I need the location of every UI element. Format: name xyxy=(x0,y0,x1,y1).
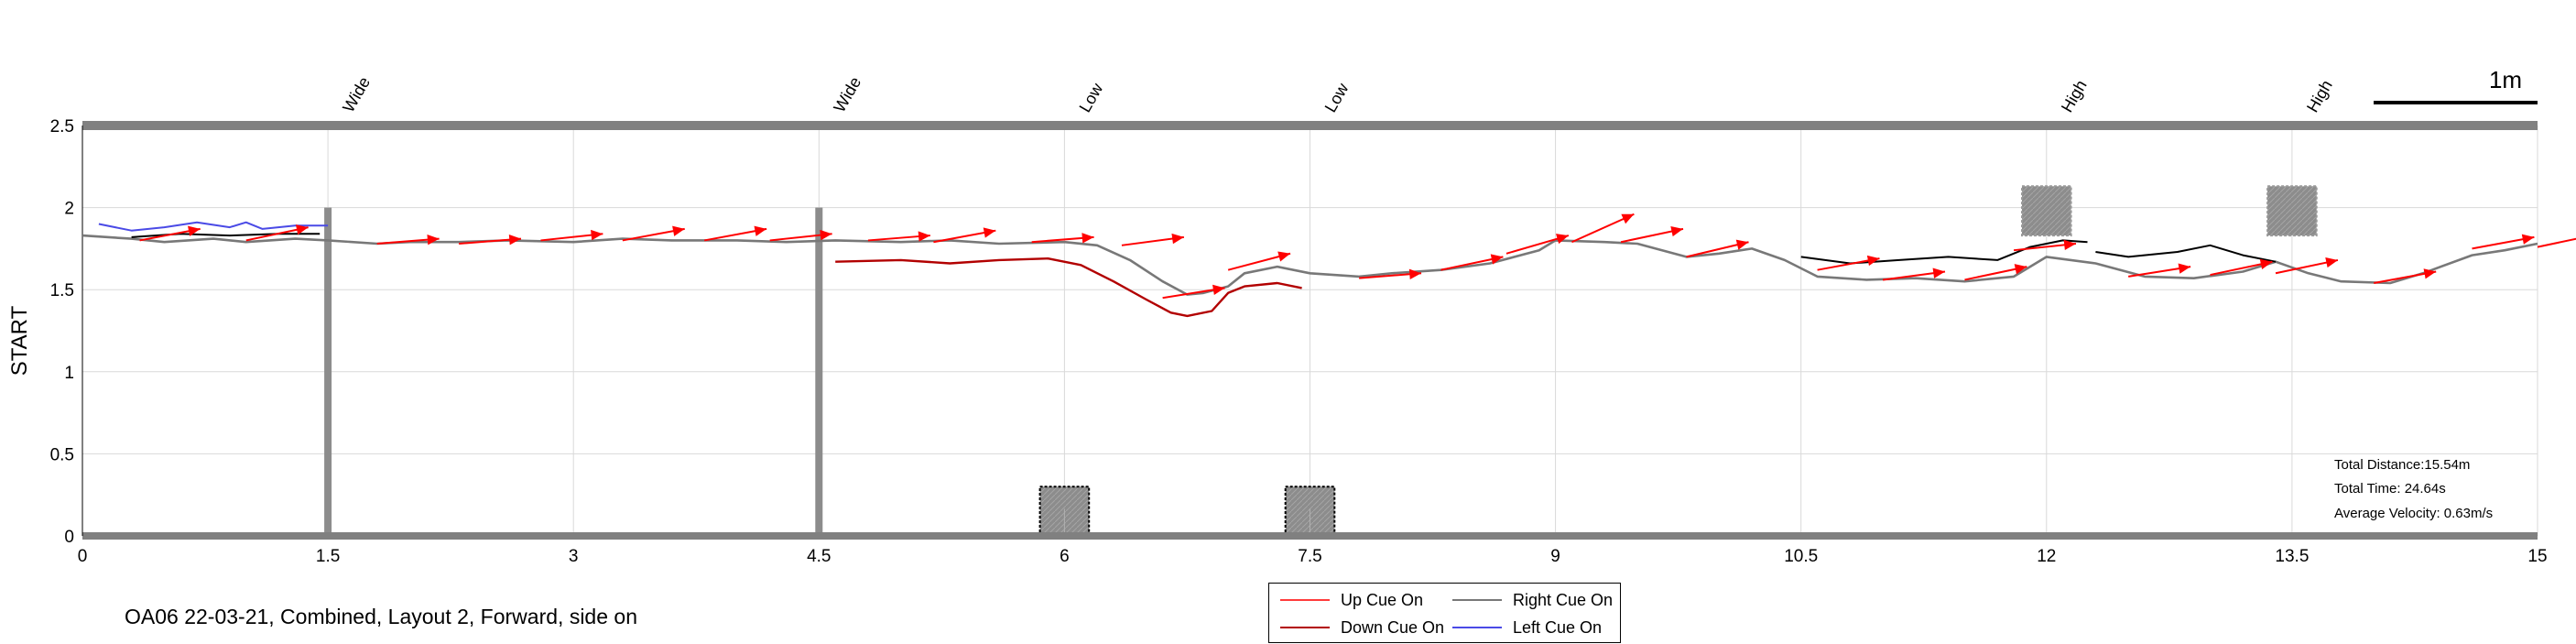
legend-label-up-cue: Up Cue On xyxy=(1341,590,1424,609)
cue-arrow-head xyxy=(1866,255,1880,267)
cue-arrow-head xyxy=(188,225,201,236)
x-tick-label: 4.5 xyxy=(807,547,831,566)
obstacle-label: High xyxy=(2058,77,2091,115)
x-tick-label: 7.5 xyxy=(1298,547,1321,566)
x-tick-label: 12 xyxy=(2037,547,2056,566)
obstacle-label: Low xyxy=(1321,80,1353,115)
bottom-boundary-bar xyxy=(82,532,2538,540)
cue-arrow-head xyxy=(2521,234,2535,245)
x-tick-label: 15 xyxy=(2527,547,2547,566)
y-tick-label: 0.5 xyxy=(50,445,74,464)
obstacle-label: Wide xyxy=(339,73,374,115)
cue-arrow-head xyxy=(2423,268,2437,279)
scale-bar: 1m xyxy=(2374,66,2538,104)
cue-arrow-head xyxy=(1556,234,1569,245)
legend-entry-up-cue: Up Cue On xyxy=(1280,588,1423,612)
cue-arrow-head xyxy=(591,229,603,241)
x-tick-label: 13.5 xyxy=(2275,547,2309,566)
series-line-up-cue-of xyxy=(2095,244,2277,263)
legend-label-left-cue: Left Cue On xyxy=(1513,617,1603,637)
series-line-down-cue-on xyxy=(835,257,1302,318)
cue-arrow-head xyxy=(2063,239,2076,251)
high-obstacle xyxy=(2266,185,2318,237)
cue-arrow-head xyxy=(820,229,832,241)
y-tick-label: 2 xyxy=(64,200,74,219)
cue-arrow xyxy=(2537,237,2576,248)
high-obstacle xyxy=(2020,185,2072,237)
legend-swatch-left-cue xyxy=(1452,627,1502,628)
cue-arrow-head xyxy=(1621,213,1635,224)
cue-arrows xyxy=(139,213,2576,300)
legend-swatch-right-cue xyxy=(1452,599,1502,601)
cue-arrow-head xyxy=(2325,257,2338,268)
total-distance: Total Distance:15.54m xyxy=(2334,457,2470,473)
cue-arrow-head xyxy=(295,224,309,235)
cue-arrow-head xyxy=(427,234,440,246)
legend-swatch-down-cue xyxy=(1280,627,1330,628)
tick-labels: 0 1.5 3 4.5 6 7.5 9 10.5 12 13.5 15 0 0.5 1 1.5 2 2.5 xyxy=(50,117,2548,566)
cue-arrow-head xyxy=(1277,251,1291,262)
obstacle-label: Low xyxy=(1076,80,1107,115)
cue-arrow-head xyxy=(2259,258,2273,269)
obstacle-label: High xyxy=(2303,77,2336,115)
x-tick-label: 0 xyxy=(78,547,88,566)
y-tick-label: 2.5 xyxy=(50,117,74,136)
obstacle-labels: Wide Wide Low Low High High xyxy=(339,73,2336,115)
cue-arrow-head xyxy=(508,234,522,246)
wide-obstacle xyxy=(815,207,823,536)
chart-caption: OA06 22-03-21, Combined, Layout 2, Forwa… xyxy=(125,605,637,628)
obstacles xyxy=(324,185,2318,537)
legend-entry-left-cue: Left Cue On xyxy=(1452,616,1602,639)
cue-arrow-head xyxy=(2178,263,2191,274)
top-boundary-bar xyxy=(82,121,2538,130)
wide-obstacle xyxy=(324,207,332,536)
plot-frame xyxy=(82,121,2538,540)
cue-arrow-head xyxy=(1081,233,1094,244)
x-tick-label: 9 xyxy=(1550,547,1560,566)
cue-arrow-head xyxy=(672,225,685,236)
y-tick-label: 1.5 xyxy=(50,281,74,300)
cue-arrow-head xyxy=(1735,239,1749,250)
legend: Up Cue On Right Cue On Down Cue On Left … xyxy=(1268,583,1621,643)
cue-arrow-head xyxy=(1408,268,1422,279)
cue-arrow-head xyxy=(1670,225,1684,237)
cue-arrow-head xyxy=(1171,233,1184,245)
y-tick-label: 0 xyxy=(64,528,74,547)
cue-arrow-head xyxy=(983,227,996,238)
y-axis-label: START xyxy=(7,305,32,376)
x-tick-label: 6 xyxy=(1060,547,1070,566)
cue-arrow-head xyxy=(754,225,767,236)
total-time: Total Time: 24.64s xyxy=(2334,481,2446,497)
cue-arrow-head xyxy=(1932,267,1945,278)
grid xyxy=(82,125,2538,537)
average-velocity: Average Velocity: 0.63m/s xyxy=(2334,506,2493,521)
cue-arrow-head xyxy=(1212,284,1225,296)
x-tick-label: 1.5 xyxy=(316,547,340,566)
y-tick-label: 1 xyxy=(64,364,74,383)
cue-arrow-head xyxy=(1490,254,1504,265)
legend-entry-down-cue: Down Cue On xyxy=(1280,616,1444,639)
obstacle-label: Wide xyxy=(830,73,864,115)
x-tick-label: 10.5 xyxy=(1784,547,1818,566)
cue-arrow-head xyxy=(2014,264,2027,275)
legend-label-right-cue: Right Cue On xyxy=(1513,590,1614,609)
stats-box: Total Distance:15.54m Total Time: 24.64s… xyxy=(2334,457,2493,521)
cue-arrow-head xyxy=(918,231,930,242)
scale-bar-label: 1m xyxy=(2489,66,2522,93)
series-line-left-cue-on xyxy=(98,221,329,232)
legend-label-down-cue: Down Cue On xyxy=(1341,617,1445,637)
legend-swatch-up-cue xyxy=(1280,599,1330,601)
x-tick-label: 3 xyxy=(569,547,579,566)
legend-entry-right-cue: Right Cue On xyxy=(1452,588,1613,612)
series-line-up-cue-of xyxy=(1800,239,2088,265)
